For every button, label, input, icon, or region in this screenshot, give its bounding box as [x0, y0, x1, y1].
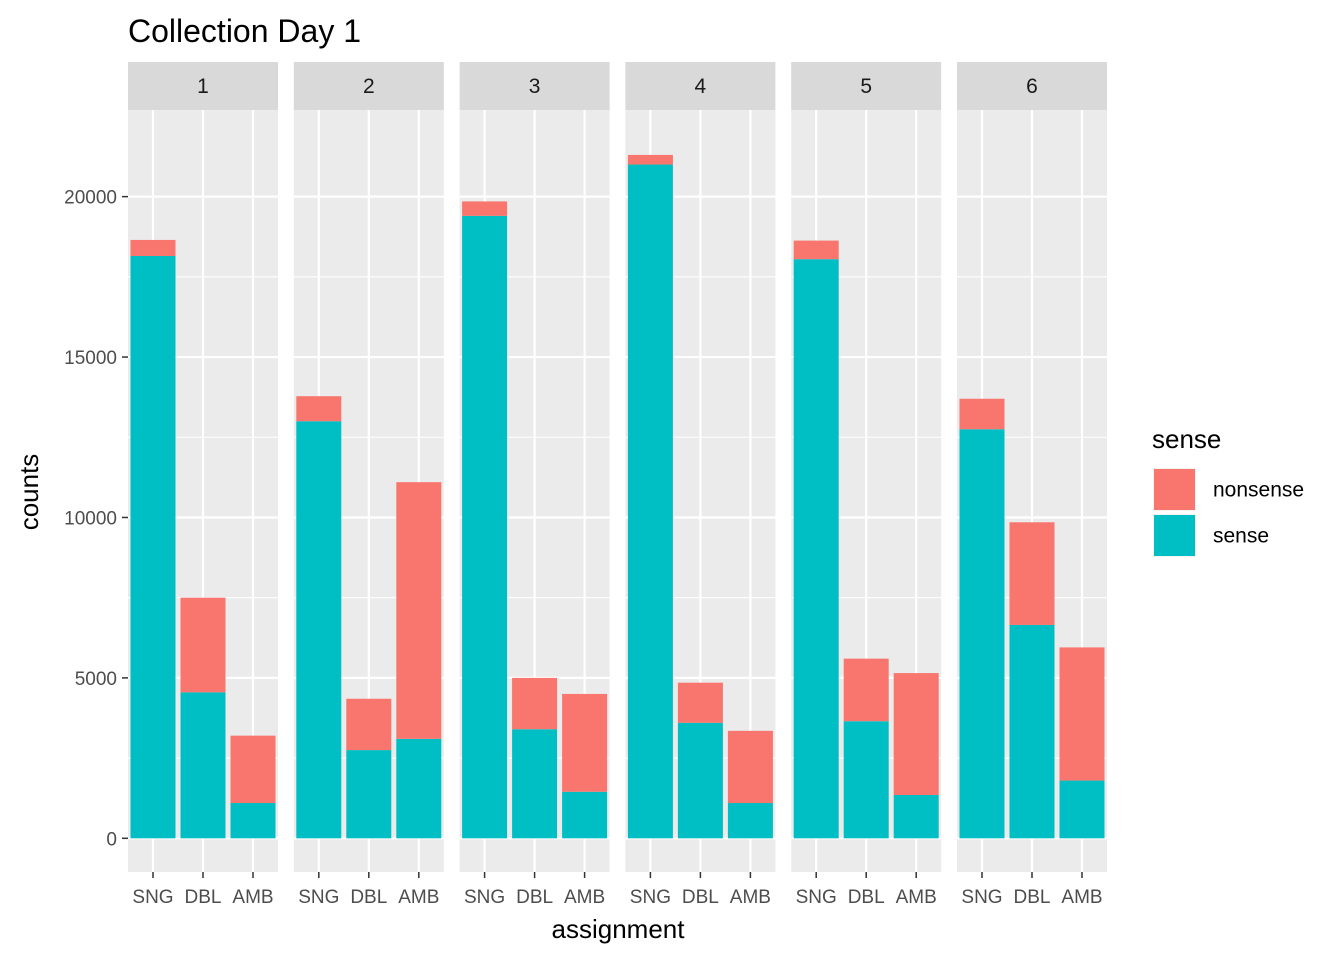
bar-nonsense-facet3-AMB — [562, 693, 608, 792]
facet-panel-3: 3 SNG DBL AMB — [459, 62, 610, 908]
x-tick-label: AMB — [1061, 887, 1102, 908]
x-tick-label: DBL — [1014, 887, 1051, 908]
bar-sense-facet1-DBL — [180, 692, 226, 839]
bar-sense-facet2-AMB — [396, 738, 442, 839]
facet-panel-5: 5 SNG DBL AMB — [791, 62, 942, 908]
facet-strip-label: 5 — [860, 75, 872, 98]
bar-sense-facet6-AMB — [1059, 780, 1105, 839]
bar-nonsense-facet3-DBL — [512, 677, 558, 730]
y-tick-label: 10000 — [64, 508, 117, 529]
facet-strip-label: 1 — [197, 75, 209, 98]
bar-nonsense-facet2-SNG — [296, 396, 342, 422]
x-tick-label: AMB — [398, 887, 439, 908]
facet-panel-6: 6 SNG DBL AMB — [957, 62, 1107, 908]
bar-nonsense-facet5-AMB — [893, 673, 939, 795]
x-tick-label: AMB — [564, 887, 605, 908]
bar-sense-facet1-AMB — [230, 803, 276, 839]
bar-sense-facet6-DBL — [1009, 624, 1055, 839]
bar-sense-facet3-SNG — [462, 215, 508, 839]
legend-swatch-nonsense — [1154, 469, 1195, 510]
x-tick-label: SNG — [630, 887, 671, 908]
y-tick-label: 0 — [106, 829, 117, 850]
legend-label-sense: sense — [1213, 525, 1269, 548]
x-tick-label: SNG — [796, 887, 837, 908]
facet-panel-1: 1 SNG DBL AMB — [128, 62, 278, 908]
bar-sense-facet4-DBL — [677, 722, 723, 839]
chart-title: Collection Day 1 — [128, 13, 361, 49]
facet-strip — [625, 62, 776, 110]
y-axis-title: counts — [14, 454, 44, 531]
facet-strip-label: 4 — [695, 75, 707, 98]
bar-nonsense-facet6-SNG — [959, 398, 1005, 430]
bar-nonsense-facet6-AMB — [1059, 647, 1105, 781]
facet-strip — [459, 62, 610, 110]
facet-strip — [957, 62, 1107, 110]
bar-sense-facet2-DBL — [346, 750, 392, 839]
x-tick-label: AMB — [730, 887, 771, 908]
x-tick-label: AMB — [232, 887, 273, 908]
bar-sense-facet1-SNG — [130, 255, 176, 839]
bar-nonsense-facet1-AMB — [230, 735, 276, 804]
x-tick-label: SNG — [132, 887, 173, 908]
facet-strip-label: 3 — [529, 75, 541, 98]
bar-sense-facet5-SNG — [793, 259, 839, 839]
bar-sense-facet4-AMB — [727, 803, 773, 839]
facet-strip-label: 6 — [1026, 75, 1038, 98]
x-tick-label: DBL — [350, 887, 387, 908]
bar-nonsense-facet5-SNG — [793, 240, 839, 260]
bar-nonsense-facet2-AMB — [396, 482, 442, 739]
x-axis-title: assignment — [552, 914, 686, 944]
y-tick-label: 20000 — [64, 188, 117, 209]
bar-sense-facet5-AMB — [893, 794, 939, 839]
legend-items: nonsense sense — [1153, 468, 1304, 557]
bar-sense-facet3-DBL — [512, 729, 558, 839]
facet-strip-label: 2 — [363, 75, 375, 98]
x-tick-label: DBL — [185, 887, 222, 908]
legend-title: sense — [1152, 424, 1221, 454]
x-tick-label: SNG — [961, 887, 1002, 908]
bar-sense-facet3-AMB — [562, 791, 608, 839]
legend-swatch-sense — [1154, 515, 1195, 556]
facet-panels: 1 SNG DBL AMB 2 SNG DBL AMB 3 SNG DBL AMB 4 SNG DBL AMB… — [128, 62, 1107, 908]
facet-strip — [791, 62, 942, 110]
bar-nonsense-facet2-DBL — [346, 698, 392, 751]
bar-nonsense-facet1-SNG — [130, 239, 176, 256]
y-tick-label: 5000 — [75, 669, 117, 690]
facet-panel-2: 2 SNG DBL AMB — [293, 62, 444, 908]
facet-strip — [128, 62, 278, 110]
y-axis: 0 5000 10000 15000 20000 — [64, 188, 128, 850]
bar-nonsense-facet6-DBL — [1009, 522, 1055, 625]
x-tick-label: SNG — [298, 887, 339, 908]
bar-nonsense-facet5-DBL — [843, 658, 889, 722]
facet-strip — [293, 62, 444, 110]
bar-sense-facet4-SNG — [627, 164, 673, 839]
x-tick-label: DBL — [682, 887, 719, 908]
bar-nonsense-facet4-SNG — [627, 154, 673, 165]
bar-nonsense-facet1-DBL — [180, 597, 226, 693]
facet-panel-4: 4 SNG DBL AMB — [625, 62, 776, 908]
bar-sense-facet6-SNG — [959, 429, 1005, 839]
x-tick-label: SNG — [464, 887, 505, 908]
bar-nonsense-facet4-AMB — [727, 730, 773, 804]
x-tick-label: DBL — [516, 887, 553, 908]
bar-nonsense-facet3-SNG — [462, 201, 508, 216]
bar-nonsense-facet4-DBL — [677, 682, 723, 723]
bar-sense-facet5-DBL — [843, 721, 889, 839]
x-tick-label: DBL — [848, 887, 885, 908]
bar-sense-facet2-SNG — [296, 421, 342, 839]
legend: sense nonsense sense — [1152, 424, 1304, 557]
legend-label-nonsense: nonsense — [1213, 479, 1304, 502]
y-tick-label: 15000 — [64, 348, 117, 369]
x-tick-label: AMB — [896, 887, 937, 908]
